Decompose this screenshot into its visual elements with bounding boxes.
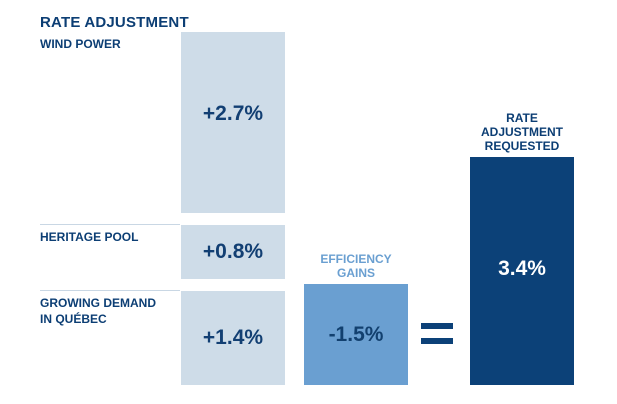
stack-label-1: HERITAGE POOL xyxy=(40,230,139,244)
efficiency-bar-value: -1.5% xyxy=(328,322,384,346)
result-label: RATE ADJUSTMENT REQUESTED xyxy=(480,111,563,153)
stack-bar-0-value: +2.7% xyxy=(202,102,264,125)
efficiency-bar: -1.5% xyxy=(304,284,408,385)
stack-bar-1: +0.8% xyxy=(181,225,285,279)
stack-label-0: WIND POWER xyxy=(40,37,121,51)
stack-bar-2-value: +1.4% xyxy=(202,326,264,349)
result-bar: 3.4% xyxy=(470,157,574,385)
stack-divider-2 xyxy=(40,290,180,291)
stack-label-2: GROWING DEMAND IN QUÉBEC xyxy=(40,296,156,326)
chart-title: RATE ADJUSTMENT xyxy=(40,14,189,31)
stack-divider-1 xyxy=(40,224,180,225)
stack-bar-0: +2.7% xyxy=(181,32,285,213)
stack-bar-2: +1.4% xyxy=(181,291,285,385)
efficiency-label: EFFICIENCY GAINS xyxy=(320,252,392,280)
result-bar-value: 3.4% xyxy=(498,257,546,280)
stack-bar-1-value: +0.8% xyxy=(202,240,264,263)
equals-sign xyxy=(421,323,453,345)
